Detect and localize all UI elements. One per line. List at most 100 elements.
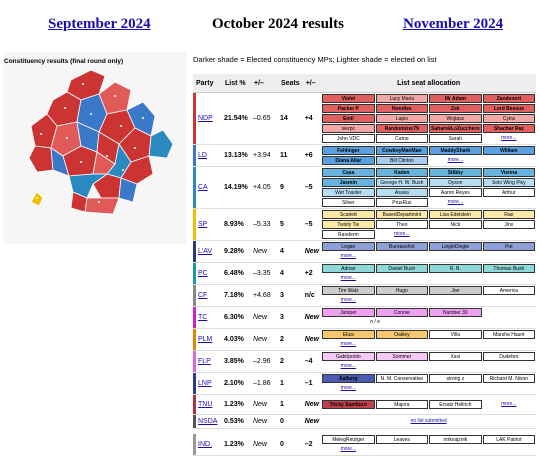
candidate-cell: Richard M. Nixon	[482, 374, 536, 383]
party-name-cell: FLP	[196, 350, 222, 373]
party-link[interactable]: CF	[198, 292, 208, 299]
party-name-cell: L'AV	[196, 240, 222, 263]
candidate-cell: Marsha Haunt	[482, 330, 536, 339]
candidate-cell: Zek	[429, 104, 482, 113]
candidate-cell: George H. W. Bush	[375, 178, 429, 187]
party-color-swatch	[193, 92, 196, 145]
more-link[interactable]: more...	[340, 341, 357, 347]
seats-cell: 0	[278, 414, 303, 429]
more-cell: more...	[322, 362, 375, 371]
more-link[interactable]: more...	[501, 401, 517, 407]
more-link[interactable]: more...	[340, 275, 357, 281]
more-cell: more...	[322, 340, 375, 349]
party-name-cell: SP	[196, 208, 222, 241]
party-link[interactable]: FLP	[198, 358, 211, 365]
pct-change-cell: +4.05	[251, 166, 278, 209]
party-color-swatch	[193, 144, 196, 167]
more-cell: more...	[322, 252, 375, 261]
party-color-swatch	[193, 208, 196, 241]
allocation-grid: Violet Lucy Maria Mr Adam Zandvoort Packer P…	[322, 94, 536, 143]
list-allocation-cell: Tim Walz Hugo Joe America more...	[321, 284, 537, 307]
seat-change-cell: New	[302, 240, 322, 263]
party-link[interactable]: LD	[198, 152, 207, 159]
party-link[interactable]: IND.	[198, 441, 212, 448]
candidate-cell: Nick	[429, 220, 482, 229]
prev-month-link[interactable]: September 2024	[48, 16, 151, 32]
candidate-cell: Sommer	[375, 352, 429, 361]
candidate-cell: sierpc	[322, 124, 375, 133]
candidate-cell: Lisa Edelstein	[429, 210, 482, 219]
more-link[interactable]: more...	[340, 385, 357, 391]
candidate-cell: PrusRus	[375, 198, 429, 207]
more-link[interactable]: more...	[340, 363, 357, 369]
party-name-cell: CA	[196, 166, 222, 209]
candidate-cell: Arthur	[482, 188, 536, 197]
candidate-cell: Aalberg	[322, 374, 375, 383]
candidate-cell: Xavi	[429, 352, 482, 361]
header-seats: Seats	[278, 74, 303, 93]
party-link[interactable]: SP	[198, 221, 208, 228]
pct-change-cell: New	[251, 328, 278, 351]
candidate-cell: Villa	[429, 330, 482, 339]
table-row: PLM 4.03% New 2 New Eliza Oakley Villa Marsha Ha…	[193, 328, 537, 351]
list-pct-cell: 21.54%	[222, 92, 251, 145]
party-link[interactable]: TC	[198, 314, 208, 321]
candidate-cell: Connie	[375, 308, 429, 317]
candidate-cell: Zandvoort	[482, 94, 536, 103]
candidate-cell: Number 39	[429, 308, 482, 317]
map-marker	[40, 133, 42, 135]
party-link[interactable]: L'AV	[198, 248, 213, 255]
seat-change-cell: New	[302, 328, 322, 351]
seats-cell: 9	[278, 166, 303, 209]
seat-change-cell: +2	[302, 262, 322, 285]
candidate-cell: Joe	[429, 286, 482, 295]
list-allocation-cell: Casa Kaden Stibby Vienna Jasmin George H. W. …	[321, 166, 537, 209]
seat-change-cell: New	[302, 414, 322, 429]
seats-cell: 11	[278, 144, 303, 167]
party-link[interactable]: PC	[198, 270, 208, 277]
candidate-cell: Sarah	[429, 134, 482, 143]
pct-change-cell: +4.68	[251, 284, 278, 307]
party-link[interactable]: CA	[198, 184, 208, 191]
more-link[interactable]: more...	[340, 297, 357, 303]
party-link[interactable]: LNP	[198, 380, 212, 387]
more-cell: more...	[429, 156, 482, 165]
list-allocation-cell: Aalberg N. M. Conservative strong z Richard…	[321, 372, 537, 395]
more-link[interactable]: more...	[447, 157, 464, 163]
map-region	[148, 129, 174, 159]
next-month-link[interactable]: November 2024	[403, 16, 504, 32]
seats-cell: 4	[278, 240, 303, 263]
list-pct-cell: 6.48%	[222, 262, 251, 285]
candidate-cell: SaharokLoZucchero	[429, 124, 482, 133]
map-marker	[122, 169, 124, 171]
table-row: PC 6.48% –3.35 4 +2 Adrian Daniel Bush R. B. Tho…	[193, 262, 537, 285]
more-link[interactable]: more...	[394, 231, 410, 237]
pct-change-cell: New	[251, 434, 278, 456]
seats-cell: 4	[278, 262, 303, 285]
map-region	[126, 101, 156, 137]
pct-change-cell: –2.96	[251, 350, 278, 373]
party-link[interactable]: NDP	[198, 115, 213, 122]
candidate-cell: Theo	[375, 220, 429, 229]
allocation-grid: Juniper Connie Number 39 n / e	[322, 308, 535, 327]
party-name-cell: NDP	[196, 92, 222, 145]
table-row: LD 13.13% +3.94 11 +6 Fehlinger CowboyManMan Ma…	[193, 144, 537, 167]
no-list-link[interactable]: no list submitted	[410, 418, 447, 424]
party-link[interactable]: PLM	[198, 336, 213, 343]
list-pct-cell: 3.85%	[222, 350, 251, 373]
more-link[interactable]: more...	[340, 253, 357, 259]
candidate-cell: Bureaushot	[375, 242, 429, 251]
table-row: NSDA 0.53% New 0 New no list submitted	[193, 414, 537, 429]
party-link[interactable]: NSDA	[198, 418, 218, 425]
seats-cell: 3	[278, 306, 303, 329]
more-link[interactable]: more...	[340, 446, 357, 452]
candidate-cell: Emil	[322, 114, 375, 123]
more-link[interactable]: more...	[501, 135, 517, 141]
seat-change-cell: n/c	[302, 284, 322, 307]
allocation-grid: Casa Kaden Stibby Vienna Jasmin George H. W. …	[322, 168, 536, 207]
list-pct-cell: 1.23%	[222, 434, 251, 456]
pct-change-cell: –1.86	[251, 372, 278, 395]
table-row: CF 7.18% +4.68 3 n/c Tim Walz Hugo Joe America mo…	[193, 284, 537, 307]
more-link[interactable]: more...	[447, 199, 464, 205]
map-marker	[80, 161, 82, 163]
